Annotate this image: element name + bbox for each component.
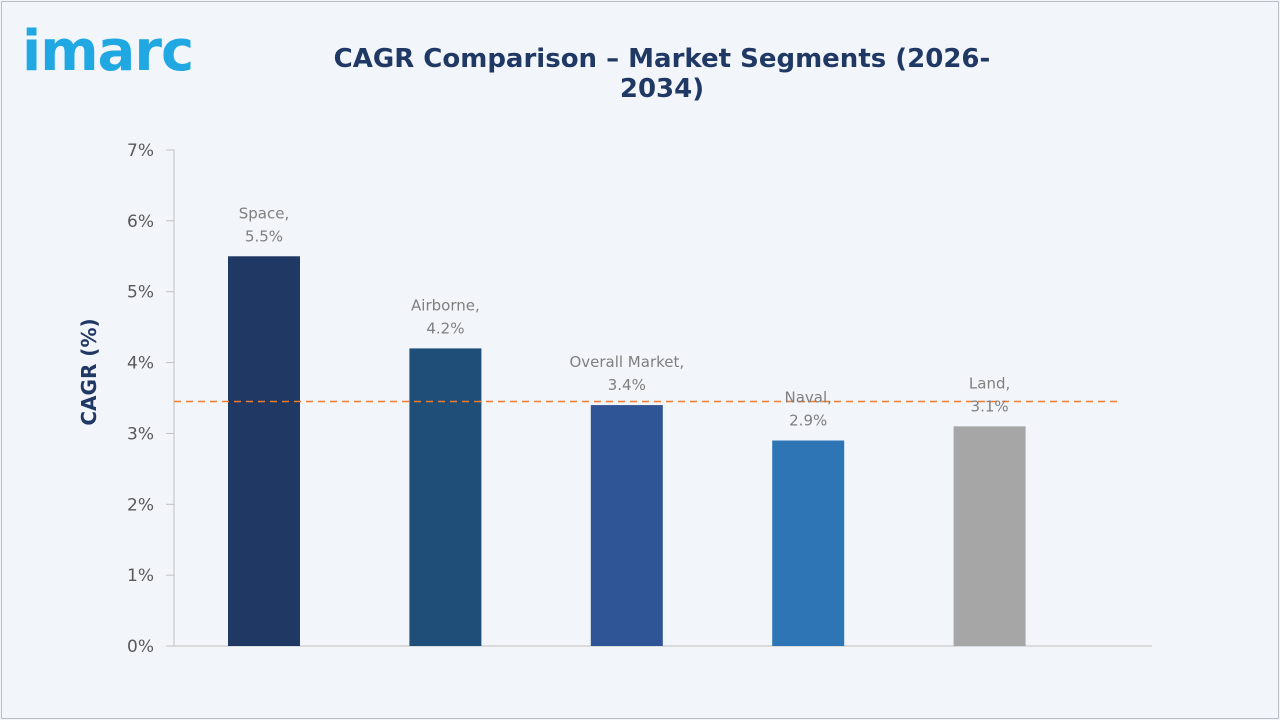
data-label-category: Land, (969, 374, 1010, 392)
imarc-logo: imarc (22, 19, 194, 84)
data-labels: Space, 5.5% Airborne, 4.2% Overall Market, 3.… (239, 204, 1011, 429)
y-axis-ticks: 0% 1% 2% 3% 4% 5% 6% 7% (127, 141, 174, 657)
y-tick-label: 5% (127, 283, 154, 303)
y-tick-label: 2% (127, 495, 154, 515)
bar (953, 426, 1026, 646)
bars (228, 256, 1026, 646)
data-label-category: Naval, (784, 389, 831, 407)
y-axis-label: CAGR (%) (77, 318, 101, 425)
data-label-category: Space, (239, 204, 289, 222)
y-tick-label: 4% (127, 354, 154, 374)
y-tick-label: 6% (127, 212, 154, 232)
bar (228, 256, 300, 646)
data-label-value: 3.1% (971, 397, 1009, 415)
y-tick-label: 0% (127, 637, 154, 657)
chart-title: CAGR Comparison – Market Segments (2026-… (333, 44, 991, 104)
bar (409, 348, 482, 646)
y-tick-label: 7% (127, 141, 154, 161)
y-tick-label: 3% (127, 424, 154, 444)
data-label-category: Overall Market, (569, 353, 684, 371)
bar (590, 405, 663, 646)
data-label-value: 2.9% (789, 412, 827, 430)
data-label-value: 3.4% (608, 376, 646, 394)
data-label-category: Airborne, (411, 296, 480, 314)
y-tick-label: 1% (127, 566, 154, 586)
data-label-value: 5.5% (245, 227, 283, 245)
bar (772, 440, 845, 646)
data-label-value: 4.2% (426, 319, 464, 337)
